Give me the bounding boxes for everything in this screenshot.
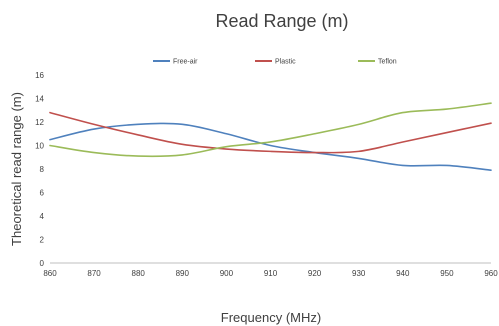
chart-title: Read Range (m): [215, 11, 348, 31]
y-tick-label: 12: [35, 118, 44, 127]
legend-label-teflon: Teflon: [378, 59, 397, 66]
legend: Free-air Plastic Teflon: [153, 59, 397, 66]
x-tick-label: 950: [440, 269, 454, 278]
x-tick-label: 940: [396, 269, 410, 278]
y-tick-label: 8: [40, 165, 45, 174]
x-tick-label: 920: [308, 269, 322, 278]
series-line-teflon: [49, 102, 492, 158]
series-lines: [49, 102, 492, 171]
legend-label-plastic: Plastic: [275, 59, 296, 66]
x-tick-label: 900: [220, 269, 234, 278]
y-tick-label: 4: [40, 212, 45, 221]
x-axis-ticks: 860 870 880 890 900 910 920 930 940 950 960: [43, 269, 498, 278]
x-tick-label: 930: [352, 269, 366, 278]
y-tick-label: 6: [40, 189, 45, 198]
x-tick-label: 860: [43, 269, 57, 278]
x-tick-label: 870: [87, 269, 101, 278]
x-tick-label: 910: [264, 269, 278, 278]
x-tick-label: 890: [176, 269, 190, 278]
y-tick-label: 2: [40, 236, 45, 245]
y-axis-ticks: 0 2 4 6 8 10 12 14 16: [35, 71, 44, 268]
y-tick-label: 10: [35, 142, 44, 151]
x-tick-label: 960: [484, 269, 498, 278]
series-line-free-air: [49, 122, 492, 171]
x-tick-label: 880: [132, 269, 146, 278]
series-line-plastic: [49, 111, 492, 154]
y-axis-label: Theoretical read range (m): [9, 92, 24, 246]
y-tick-label: 14: [35, 95, 44, 104]
x-axis-label: Frequency (MHz): [221, 310, 321, 325]
y-tick-label: 0: [40, 259, 45, 268]
y-tick-label: 16: [35, 71, 44, 80]
legend-label-free-air: Free-air: [173, 59, 198, 66]
